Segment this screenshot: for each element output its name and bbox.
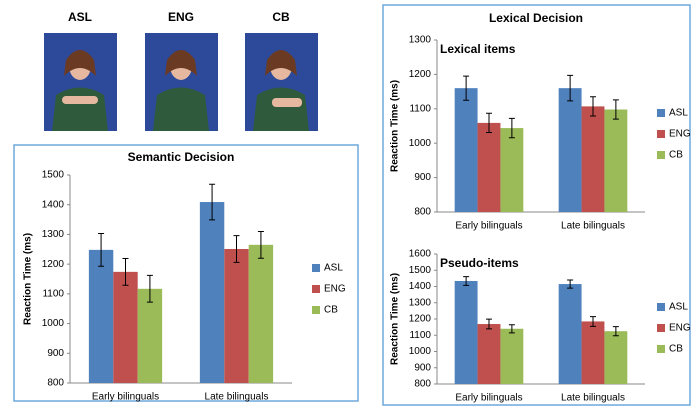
- y-tick-label: 1300: [409, 297, 432, 308]
- bar: [89, 250, 113, 383]
- legend-label: ENG: [324, 284, 346, 295]
- bar: [113, 272, 137, 383]
- legend-label: ASL: [324, 263, 343, 274]
- y-tick-label: 1200: [409, 314, 432, 325]
- y-tick-label: 1300: [409, 35, 432, 46]
- x-tick-label: Early bilinguals: [92, 392, 159, 403]
- figure: ASL ENG CB Lexical Decision Semantic Dec…: [0, 0, 696, 409]
- y-tick-label: 900: [414, 172, 431, 183]
- bar: [455, 281, 478, 384]
- x-tick-label: Late bilinguals: [561, 393, 625, 404]
- bar: [200, 202, 224, 383]
- x-tick-label: Early bilinguals: [455, 221, 522, 232]
- y-tick-label: 800: [414, 207, 431, 218]
- y-tick-label: 1000: [42, 318, 65, 329]
- bar: [582, 321, 605, 384]
- legend-label: CB: [324, 305, 338, 316]
- y-tick-label: 1500: [409, 265, 432, 276]
- photo-label: CB: [272, 10, 290, 24]
- legend-swatch: [312, 306, 320, 314]
- bar: [478, 123, 501, 212]
- x-tick-label: Early bilinguals: [455, 393, 522, 404]
- y-tick-label: 800: [47, 378, 64, 389]
- y-tick-label: 1100: [42, 288, 64, 299]
- y-tick-label: 1400: [409, 281, 432, 292]
- photo: [44, 33, 117, 131]
- panel-border: [14, 145, 358, 401]
- photo: [145, 33, 218, 131]
- legend-label: ENG: [669, 129, 691, 140]
- legend-swatch: [657, 109, 665, 117]
- y-axis-label: Reaction Time (ms): [390, 273, 401, 365]
- y-tick-label: 800: [414, 379, 431, 390]
- y-axis-label: Reaction Time (ms): [23, 233, 34, 325]
- bar: [559, 88, 582, 212]
- y-tick-label: 1000: [409, 138, 432, 149]
- y-tick-label: 1500: [42, 170, 65, 181]
- panel-title: Lexical Decision: [489, 11, 583, 25]
- legend-label: ASL: [669, 108, 688, 119]
- chart-title: Lexical items: [440, 42, 516, 56]
- bar: [138, 289, 162, 383]
- photo-label: ASL: [68, 10, 92, 24]
- bar: [500, 329, 523, 384]
- bar: [224, 249, 248, 383]
- y-tick-label: 1200: [409, 69, 432, 80]
- chart-title: Pseudo-items: [440, 256, 519, 270]
- legend-label: ASL: [669, 302, 688, 313]
- x-tick-label: Late bilinguals: [561, 221, 625, 232]
- x-tick-label: Late bilinguals: [205, 392, 269, 403]
- bar: [249, 245, 273, 383]
- y-tick-label: 1200: [42, 259, 65, 270]
- y-tick-label: 1600: [409, 249, 432, 260]
- chart-title: Semantic Decision: [128, 150, 235, 164]
- legend-swatch: [657, 130, 665, 138]
- y-tick-label: 900: [47, 348, 64, 359]
- y-tick-label: 1400: [42, 199, 65, 210]
- y-tick-label: 1100: [409, 103, 431, 114]
- legend-label: ENG: [669, 323, 691, 334]
- photo: [245, 33, 318, 131]
- legend-label: CB: [669, 150, 683, 161]
- legend-swatch: [312, 264, 320, 272]
- legend-swatch: [657, 151, 665, 159]
- panel-border: [383, 5, 690, 405]
- bar: [455, 88, 478, 212]
- photos: [44, 33, 318, 131]
- legend-swatch: [657, 324, 665, 332]
- y-tick-label: 1300: [42, 229, 65, 240]
- bar: [582, 106, 605, 212]
- bar: [604, 331, 627, 384]
- photo-label: ENG: [168, 10, 194, 24]
- legend-swatch: [657, 345, 665, 353]
- legend-swatch: [657, 303, 665, 311]
- bar: [478, 324, 501, 384]
- bar: [604, 109, 627, 212]
- y-tick-label: 1000: [409, 346, 432, 357]
- legend-label: CB: [669, 344, 683, 355]
- legend-swatch: [312, 285, 320, 293]
- y-tick-label: 1100: [409, 330, 431, 341]
- y-tick-label: 900: [414, 362, 431, 373]
- y-axis-label: Reaction Time (ms): [390, 80, 401, 172]
- bar: [559, 284, 582, 384]
- bar: [500, 128, 523, 212]
